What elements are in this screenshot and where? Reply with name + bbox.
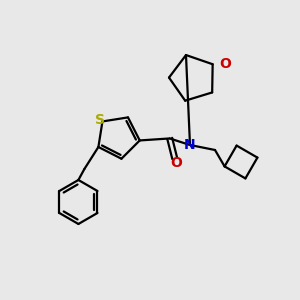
Text: O: O bbox=[170, 156, 182, 170]
Text: N: N bbox=[184, 138, 196, 152]
Text: O: O bbox=[220, 57, 232, 71]
Text: S: S bbox=[95, 113, 105, 128]
